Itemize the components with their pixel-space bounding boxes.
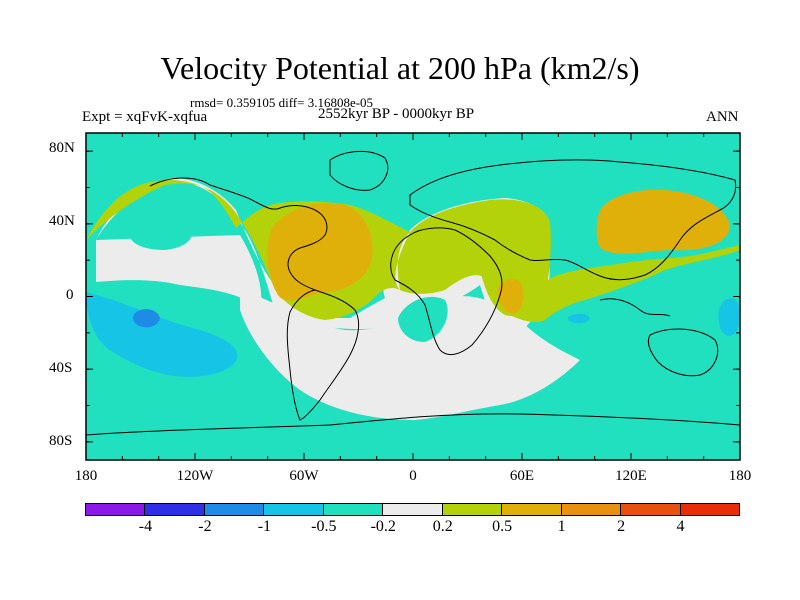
contour-fill (86, 133, 740, 460)
coastline-greenland (329, 151, 389, 191)
lon-tick-label: 120W (176, 468, 214, 484)
fill-level-grey (240, 290, 580, 420)
fill-level-green (86, 133, 740, 323)
fill-level-lightblue (86, 292, 238, 377)
lon-tick-label: 180 (728, 468, 752, 484)
lon-tick-label: 180 (74, 468, 98, 484)
lon-tick-label: 0 (409, 468, 417, 484)
lat-tick-label: 0 (66, 287, 74, 303)
colorbar-box (263, 503, 324, 516)
experiment-label: Expt = xqFvK-xqfua (82, 109, 208, 125)
lon-tick-label: 120E (615, 468, 647, 484)
tick-marks (85, 133, 741, 460)
colorbar-box (144, 503, 205, 516)
colorbar-box (560, 503, 622, 516)
coastlines (86, 151, 740, 436)
colorbar-label: -1 (257, 518, 272, 535)
colorbar-label: 0.5 (492, 518, 513, 535)
fill-level-blue (133, 309, 160, 328)
colorbar-label: 2 (617, 518, 626, 535)
coastline-south-america (286, 289, 360, 421)
fill-level-orange (497, 278, 524, 314)
stats-text: rmsd= 0.359105 diff= 3.16808e-05 (190, 95, 374, 110)
colorbar-label: 1 (557, 518, 566, 535)
coastline-antarctica (86, 413, 740, 436)
period-label: 2552kyr BP - 0000kyr BP (318, 106, 475, 122)
colorbar-label: 0.2 (432, 518, 453, 535)
lat-tick-label: 80N (49, 140, 75, 156)
colorbar-label: -0.5 (311, 518, 337, 535)
colorbar-box (322, 503, 384, 516)
colorbar-label: -0.2 (370, 518, 396, 535)
coastline-north-america (149, 177, 328, 291)
lat-tick-label: 40S (49, 360, 73, 376)
colorbar-box (203, 503, 265, 516)
fill-level-orange (596, 189, 730, 254)
coastline-maritime-continent (599, 298, 671, 317)
lat-tick-label: 40N (49, 213, 75, 229)
coastline-australia (647, 328, 719, 377)
colorbar-box (679, 503, 740, 516)
season-label: ANN (706, 109, 739, 125)
colorbar-label: -2 (198, 518, 212, 535)
fill-level-orange (267, 202, 373, 301)
colorbar-label: -4 (138, 518, 153, 535)
fill-level-teal (128, 224, 192, 250)
lat-tick-label: 80S (49, 433, 73, 449)
fill-level-grey (96, 235, 262, 310)
lon-tick-label: 60W (289, 468, 319, 484)
coastline-africa (390, 227, 503, 356)
fill-level-lightblue (718, 298, 740, 336)
colorbar-box (85, 503, 146, 516)
lon-tick-label: 60E (509, 468, 535, 484)
colorbar-box (501, 503, 562, 516)
colorbar (85, 503, 740, 516)
fill-level-teal (398, 296, 448, 342)
colorbar-box (382, 503, 443, 516)
fill-level-lightblue (568, 313, 590, 324)
colorbar-box (441, 503, 503, 516)
colorbar-label: 4 (676, 518, 685, 535)
coastline-eurasia (409, 159, 737, 281)
map-title: Velocity Potential at 200 hPa (km2/s) (160, 50, 640, 86)
colorbar-box (620, 503, 681, 516)
